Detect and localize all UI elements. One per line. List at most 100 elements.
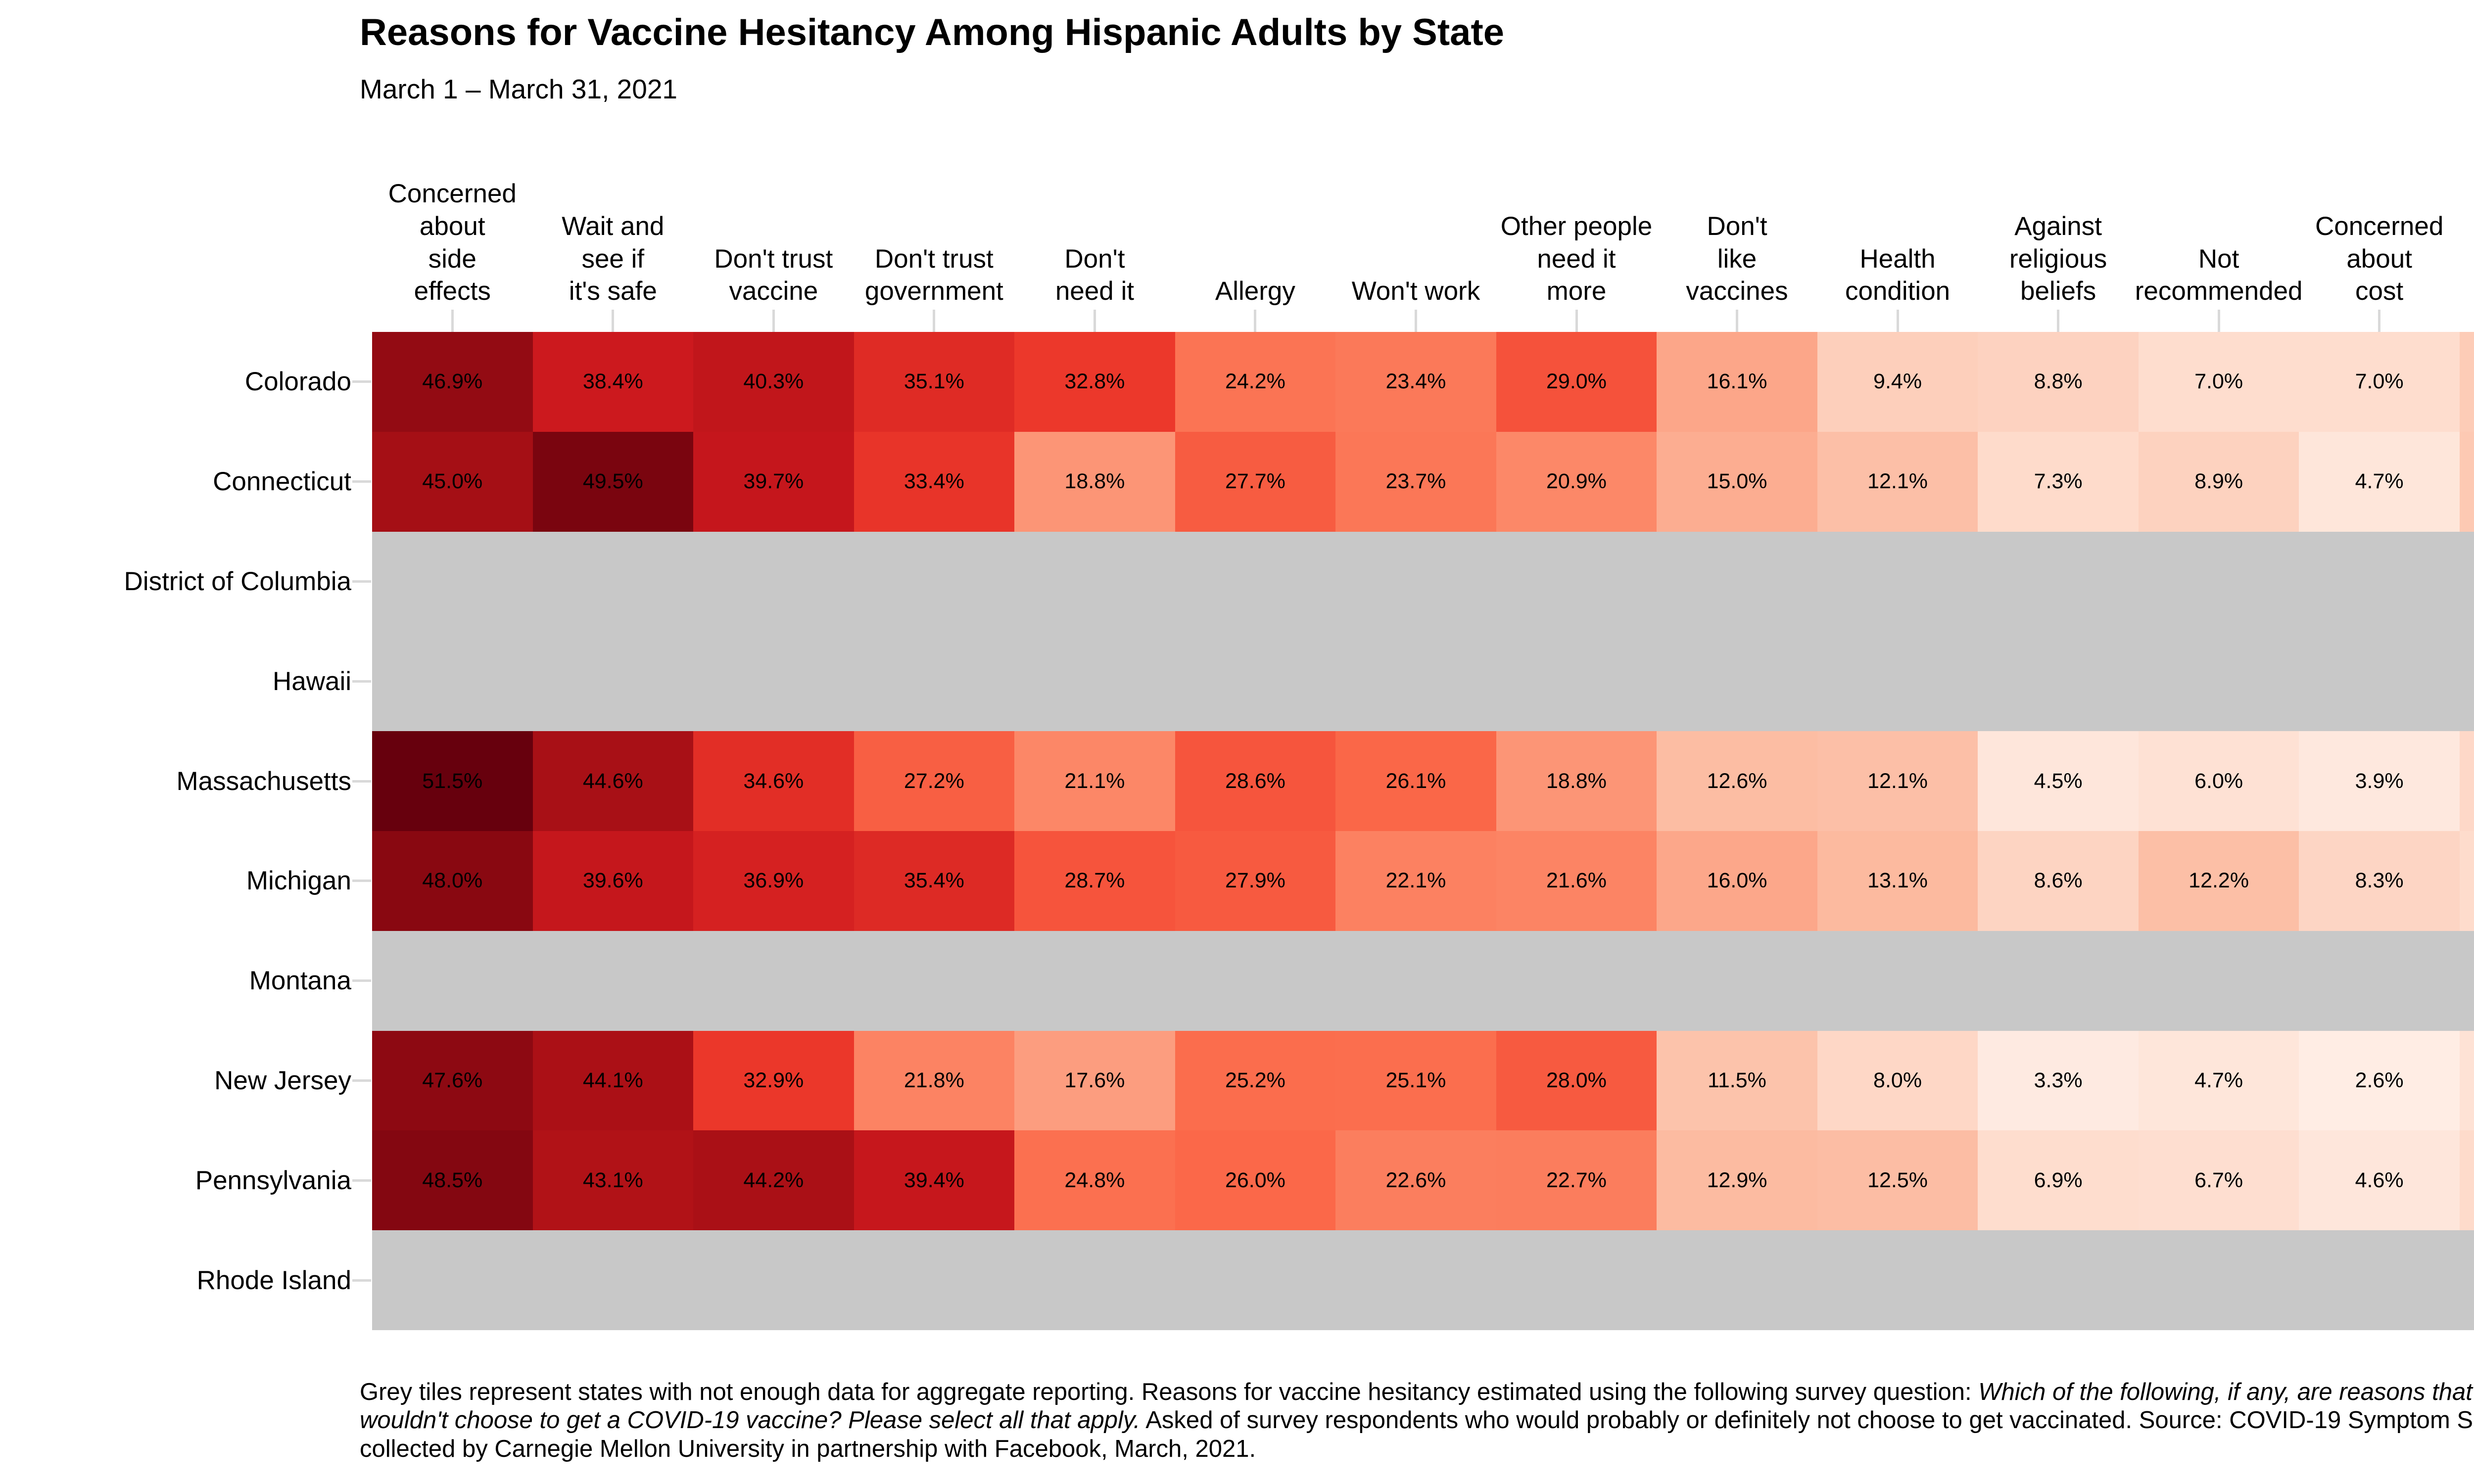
- heatmap-cell-value: 8.0%: [1873, 1068, 1922, 1092]
- heatmap-cell-value: 32.9%: [743, 1068, 804, 1092]
- heatmap-cell-value: 6.7%: [2194, 1168, 2243, 1192]
- heatmap-cell-value: 12.9%: [1707, 1168, 1767, 1192]
- heatmap-cell-value: 8.8%: [2034, 370, 2083, 394]
- heatmap-cell: 46.9%: [372, 332, 533, 432]
- heatmap-cell-value: 12.5%: [1867, 1168, 1928, 1192]
- column-header-label: Health condition: [1845, 244, 1951, 306]
- heatmap-cell-value: 43.1%: [582, 1168, 643, 1192]
- heatmap-cell-value: 17.6%: [1064, 1068, 1125, 1092]
- heatmap-cell: [1335, 1230, 1496, 1330]
- column-tick: [1093, 310, 1096, 332]
- heatmap-cell-value: 18.8%: [1546, 769, 1607, 793]
- heatmap-cell: 27.9%: [1175, 831, 1336, 931]
- heatmap-cell: 8.0%: [1817, 1030, 1978, 1131]
- heatmap-cell: 28.6%: [1175, 731, 1336, 831]
- heatmap-cell: 4.7%: [2138, 1030, 2299, 1131]
- heatmap-cell: 49.5%: [532, 431, 694, 532]
- column-tick: [1575, 310, 1578, 332]
- heatmap-cell: 21.8%: [854, 1030, 1015, 1131]
- heatmap-cell: 6.0%: [2138, 731, 2299, 831]
- heatmap-cell: 5.7%: [2459, 1030, 2474, 1131]
- row-label: District of Columbia: [124, 566, 351, 596]
- heatmap-cell-value: 9.4%: [1873, 370, 1922, 394]
- heatmap-cell-value: 4.5%: [2034, 769, 2083, 793]
- heatmap-cell: 44.6%: [532, 731, 694, 831]
- heatmap-cell-value: 39.7%: [743, 469, 804, 494]
- heatmap-cell-value: 12.6%: [1707, 769, 1767, 793]
- heatmap-cell: 45.0%: [372, 431, 533, 532]
- column-tick: [2057, 310, 2060, 332]
- column-header-label: Wait and see if it's safe: [562, 211, 665, 306]
- heatmap-cell: 28.7%: [1014, 831, 1175, 931]
- heatmap-cell: 12.6%: [1657, 731, 1817, 831]
- column-header: Concerned about side effects: [292, 148, 613, 308]
- heatmap-cell-value: 28.6%: [1225, 769, 1285, 793]
- heatmap-cell: [2459, 631, 2474, 732]
- column-header: Health condition: [1737, 148, 2058, 308]
- heatmap-cell: 47.6%: [372, 1030, 533, 1131]
- heatmap-cell: [854, 531, 1015, 632]
- heatmap-cell-value: 44.2%: [743, 1168, 804, 1192]
- heatmap-cell: 29.0%: [1496, 332, 1657, 432]
- heatmap-cell: [854, 930, 1015, 1031]
- heatmap-cell: 34.6%: [693, 731, 854, 831]
- heatmap-cell: 16.1%: [1657, 332, 1817, 432]
- row-label: New Jersey: [214, 1066, 351, 1095]
- heatmap-cell: 6.7%: [2138, 1130, 2299, 1231]
- heatmap-cell-value: 23.4%: [1385, 370, 1446, 394]
- heatmap-cell-value: 44.6%: [582, 769, 643, 793]
- heatmap-cell-value: 39.4%: [904, 1168, 964, 1192]
- heatmap-cell-value: 15.0%: [1707, 469, 1767, 494]
- heatmap-cell-value: 3.9%: [2355, 769, 2404, 793]
- heatmap-cell: 12.9%: [1657, 1130, 1817, 1231]
- column-header-label: Won't work: [1351, 277, 1480, 306]
- row-label: Hawaii: [272, 666, 351, 696]
- heatmap-grid: 46.9% 38.4% 40.3% 35.1% 32.8% 24.2% 23.4% 29.0%…: [372, 332, 2474, 1330]
- heatmap-cell-value: 28.7%: [1064, 869, 1125, 893]
- heatmap-cell: 33.4%: [854, 431, 1015, 532]
- heatmap-cell: [1014, 531, 1175, 632]
- row-label: Pennsylvania: [195, 1165, 351, 1195]
- heatmap-cell: [2459, 930, 2474, 1031]
- row-tick-left: [352, 580, 371, 583]
- heatmap-cell-value: 22.1%: [1385, 869, 1446, 893]
- heatmap-cell: 8.8%: [1978, 332, 2139, 432]
- heatmap-cell: 22.1%: [1335, 831, 1496, 931]
- heatmap-cell: [2299, 531, 2460, 632]
- heatmap-cell-value: 38.4%: [582, 370, 643, 394]
- row-tick-left: [352, 1279, 371, 1282]
- column-header: Against religious beliefs: [1898, 148, 2219, 308]
- heatmap-cell: [1817, 1230, 1978, 1330]
- footnote-text-2: Asked of survey respondents who would pr…: [360, 1407, 2474, 1462]
- column-header: Don't trust government: [773, 148, 1094, 308]
- heatmap-cell: 39.4%: [854, 1130, 1015, 1231]
- heatmap-cell-value: 16.0%: [1707, 869, 1767, 893]
- heatmap-cell: [2299, 631, 2460, 732]
- heatmap-cell-value: 27.7%: [1225, 469, 1285, 494]
- heatmap-cell: [2459, 1230, 2474, 1330]
- column-tick: [933, 310, 936, 332]
- heatmap-cell: 36.9%: [693, 831, 854, 931]
- heatmap-cell-value: 26.0%: [1225, 1168, 1285, 1192]
- heatmap-cell: 48.0%: [372, 831, 533, 931]
- heatmap-cell: [693, 1230, 854, 1330]
- column-header: Allergy: [1094, 148, 1416, 308]
- column-tick: [2378, 310, 2381, 332]
- heatmap-cell: 26.1%: [1335, 731, 1496, 831]
- heatmap-cell: [1175, 930, 1336, 1031]
- heatmap-cell-value: 27.2%: [904, 769, 964, 793]
- heatmap-cell-value: 32.8%: [1064, 370, 1125, 394]
- heatmap-cell-value: 21.1%: [1064, 769, 1125, 793]
- heatmap-cell-value: 3.3%: [2034, 1068, 2083, 1092]
- heatmap-cell: 10.5%: [2459, 431, 2474, 532]
- heatmap-cell-value: 28.0%: [1546, 1068, 1607, 1092]
- heatmap-cell: [1014, 930, 1175, 1031]
- heatmap-cell: [532, 930, 694, 1031]
- heatmap-cell: [1496, 631, 1657, 732]
- heatmap-cell: [1335, 631, 1496, 732]
- heatmap-cell: 2.6%: [2299, 1030, 2460, 1131]
- row-tick-left: [352, 680, 371, 683]
- heatmap-cell: [1978, 930, 2139, 1031]
- heatmap-cell: [532, 531, 694, 632]
- heatmap-cell: 13.1%: [1817, 831, 1978, 931]
